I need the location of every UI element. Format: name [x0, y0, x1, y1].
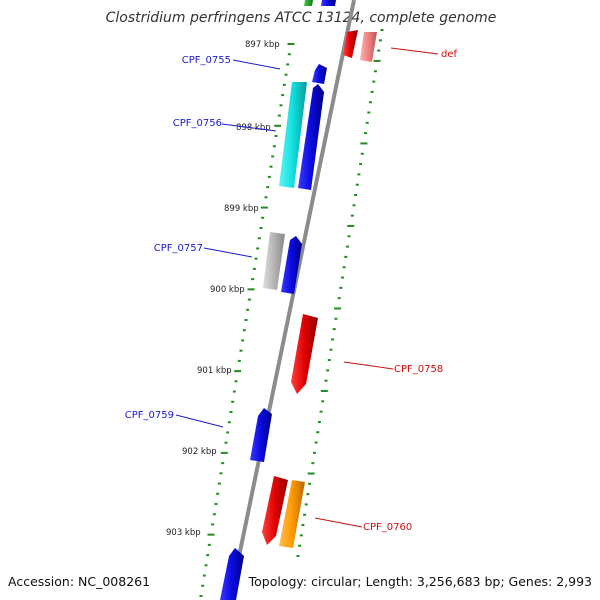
cds-CPF_0757[interactable] [281, 236, 302, 294]
tick-track-left [199, 43, 295, 597]
gene-label-CPF_0759[interactable]: CPF_0759 [125, 410, 174, 421]
leader-line [314, 517, 363, 528]
gene-label-CPF_0755[interactable]: CPF_0755 [182, 55, 231, 66]
topology-text: Topology: circular; Length: 3,256,683 bp… [248, 574, 592, 589]
cds-CPF_0760[interactable] [262, 476, 288, 545]
genome-backbone [228, 0, 356, 600]
cds-blue-bottom[interactable] [220, 548, 244, 600]
gene-label-CPF_0757[interactable]: CPF_0757 [154, 243, 203, 254]
kbp-label: 897 kbp [245, 40, 280, 50]
gene-label-CPF_0758[interactable]: CPF_0758 [394, 364, 443, 375]
map-title: Clostridium perfringens ATCC 13124, comp… [106, 10, 497, 26]
cds-CPF_0759[interactable] [250, 408, 272, 462]
leader-line [343, 361, 394, 370]
kbp-label: 900 kbp [210, 285, 245, 295]
gene-label-CPF_0760[interactable]: CPF_0760 [363, 522, 412, 533]
cds-cyan[interactable] [279, 82, 307, 188]
cds-gray[interactable] [263, 232, 285, 290]
leader-line [203, 247, 253, 258]
gene-label-CPF_0756[interactable]: CPF_0756 [173, 118, 222, 129]
gene-features [220, 0, 377, 600]
label-leaders [175, 47, 439, 528]
gene-labels: CPF_0755 CPF_0756 CPF_0757 CPF_0759 def … [125, 49, 458, 533]
leader-line [232, 59, 281, 70]
cds-orange[interactable] [279, 480, 305, 548]
gene-label-def[interactable]: def [441, 49, 458, 60]
cds-def[interactable] [343, 30, 358, 58]
cds-CPF_0755[interactable] [312, 64, 327, 84]
kbp-label: 901 kbp [197, 366, 232, 376]
cds-pink[interactable] [360, 32, 377, 62]
cds-green-partial[interactable] [304, 0, 313, 6]
cds-blue-partial[interactable] [321, 0, 336, 6]
kbp-label: 899 kbp [224, 204, 259, 214]
leader-line [175, 414, 224, 428]
kbp-label: 902 kbp [182, 447, 217, 457]
leader-line [221, 123, 277, 132]
tick-track-right [296, 29, 384, 557]
cds-CPF_0756[interactable] [298, 84, 324, 190]
accession-text: Accession: NC_008261 [8, 574, 150, 589]
kbp-label: 903 kbp [166, 528, 201, 538]
cds-CPF_0758[interactable] [291, 314, 318, 394]
leader-line [390, 47, 439, 55]
